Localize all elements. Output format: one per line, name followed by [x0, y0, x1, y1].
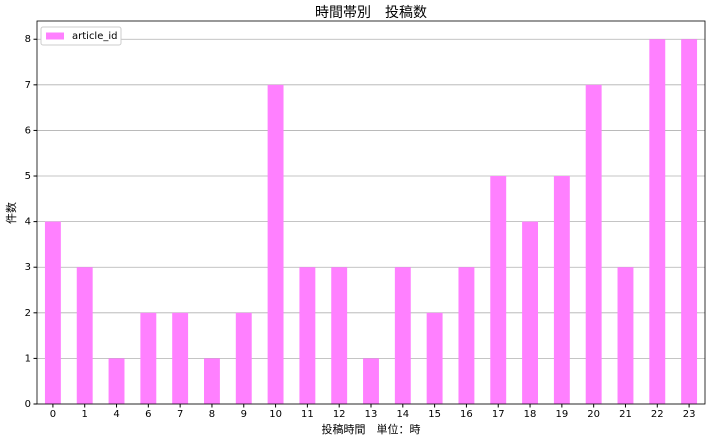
y-tick-label: 0 [25, 399, 31, 410]
y-tick-label: 1 [25, 353, 31, 364]
x-tick-label: 19 [555, 409, 568, 420]
x-tick-label: 7 [177, 409, 183, 420]
x-axis-label: 投稿時間 単位：時 [322, 422, 421, 436]
x-tick-label: 1 [82, 409, 88, 420]
y-tick-label: 3 [25, 262, 31, 273]
x-tick-label: 14 [396, 409, 409, 420]
x-tick-label: 6 [145, 409, 151, 420]
plot-frame [36, 20, 706, 405]
legend-label: article_id [72, 31, 118, 42]
x-tick-label: 10 [269, 409, 282, 420]
x-tick-label: 4 [113, 409, 119, 420]
bar [299, 267, 316, 404]
bar [617, 267, 634, 404]
legend-swatch [46, 32, 64, 40]
bar [76, 267, 93, 404]
y-tick-label: 8 [25, 34, 31, 45]
y-axis-label: 件数 [5, 202, 18, 224]
x-tick-label: 8 [209, 409, 215, 420]
bar [331, 267, 348, 404]
y-tick-label: 6 [25, 125, 31, 136]
y-tick-label: 7 [25, 80, 31, 91]
bar [108, 358, 125, 404]
chart-title: 時間帯別 投稿数 [315, 5, 427, 21]
bar [235, 312, 252, 404]
bar [649, 39, 666, 404]
x-tick-label: 11 [301, 409, 314, 420]
x-tick-label: 9 [241, 409, 247, 420]
x-tick-label: 17 [492, 409, 505, 420]
x-tick-label: 22 [651, 409, 664, 420]
y-tick-label: 5 [25, 171, 31, 182]
bar [172, 312, 189, 404]
bar [426, 312, 443, 404]
bar [204, 358, 220, 404]
x-tick-label: 0 [50, 409, 56, 420]
legend-box [40, 26, 122, 46]
y-tick-label: 4 [25, 217, 31, 228]
y-tick-label: 2 [25, 308, 31, 319]
bar [458, 267, 475, 404]
x-tick-label: 13 [365, 409, 378, 420]
x-tick-label: 18 [524, 409, 537, 420]
x-tick-label: 23 [683, 409, 696, 420]
bar [585, 84, 602, 404]
bar [140, 312, 157, 404]
x-tick-label: 15 [428, 409, 441, 420]
bar [267, 84, 284, 404]
bar [553, 176, 570, 404]
x-tick-label: 20 [587, 409, 600, 420]
bar [490, 176, 507, 404]
bar [363, 358, 379, 404]
x-tick-label: 16 [460, 409, 473, 420]
bar [522, 221, 538, 404]
bar [394, 267, 411, 404]
bar [44, 221, 61, 404]
bar [681, 39, 698, 404]
x-tick-label: 12 [333, 409, 346, 420]
x-tick-label: 21 [619, 409, 632, 420]
